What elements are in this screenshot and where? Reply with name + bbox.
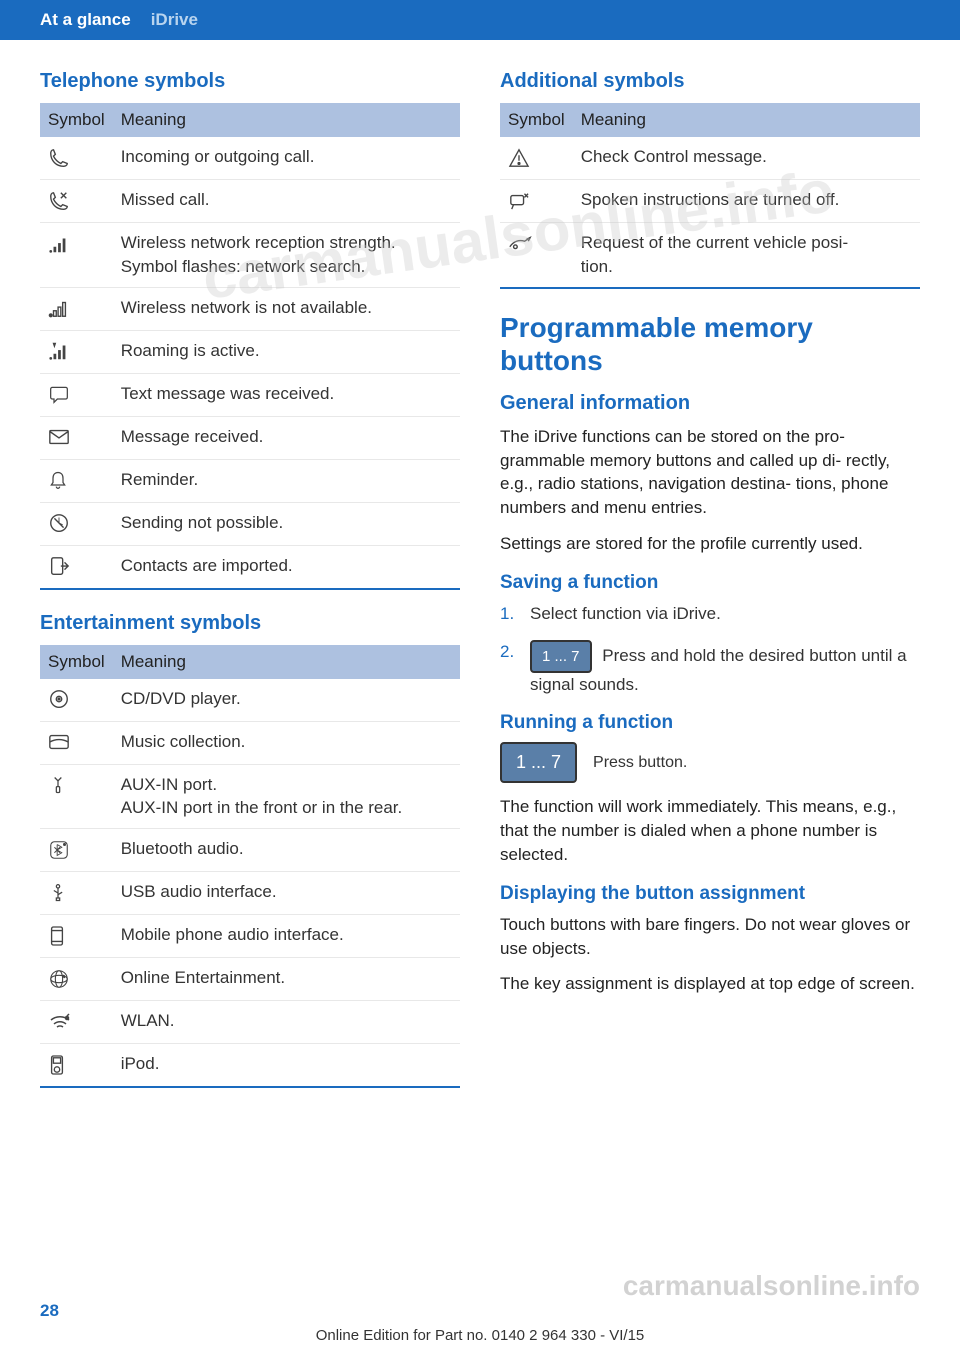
- table-cell: Reminder.: [113, 459, 460, 502]
- signal-off-icon: [48, 297, 70, 319]
- table-cell: AUX-IN port. AUX-IN port in the front or…: [113, 764, 460, 829]
- entertainment-table: Symbol Meaning CD/DVD player. Music coll…: [40, 645, 460, 1089]
- header-sub: iDrive: [151, 10, 198, 30]
- step-text: Select function via iDrive.: [530, 602, 721, 626]
- telephone-title: Telephone symbols: [40, 70, 460, 93]
- page-header: At a glance iDrive: [0, 0, 960, 40]
- table-cell: WLAN.: [113, 1001, 460, 1044]
- table-header-symbol: Symbol: [40, 103, 113, 137]
- table-cell: Request of the current vehicle posi‐ tio…: [573, 223, 920, 288]
- table-header-meaning: Meaning: [573, 103, 920, 137]
- table-cell: Bluetooth audio.: [113, 829, 460, 872]
- roaming-icon: [48, 340, 70, 362]
- mail-icon: [48, 428, 70, 446]
- aux-icon: [48, 774, 68, 796]
- table-cell: Roaming is active.: [113, 330, 460, 373]
- table-cell: iPod.: [113, 1044, 460, 1088]
- content-area: Telephone symbols Symbol Meaning Incomin…: [0, 40, 960, 1130]
- table-header-symbol: Symbol: [500, 103, 573, 137]
- send-fail-icon: [48, 512, 70, 534]
- table-cell: Music collection.: [113, 721, 460, 764]
- page-footer: 28 Online Edition for Part no. 0140 2 96…: [0, 1291, 960, 1362]
- speech-off-icon: [508, 191, 530, 211]
- table-cell: Incoming or outgoing call.: [113, 137, 460, 180]
- disc-icon: [48, 688, 70, 710]
- missed-call-icon: [48, 190, 70, 212]
- table-cell: USB audio interface.: [113, 872, 460, 915]
- table-cell: Missed call.: [113, 180, 460, 223]
- general-info-title: General information: [500, 392, 920, 415]
- usb-icon: [48, 882, 68, 904]
- memory-buttons-icon: 1 ... 7: [500, 742, 577, 783]
- warning-icon: [508, 148, 530, 168]
- list-item: 2. 1 ... 7 Press and hold the desired bu…: [500, 640, 920, 697]
- position-icon: [508, 235, 532, 253]
- table-cell: Wireless network reception strength. Sym…: [113, 223, 460, 288]
- mobile-audio-icon: [48, 925, 66, 947]
- running-row: 1 ... 7 Press button.: [500, 742, 920, 783]
- left-column: Telephone symbols Symbol Meaning Incomin…: [40, 70, 460, 1110]
- table-cell: Spoken instructions are turned off.: [573, 180, 920, 223]
- entertainment-title: Entertainment symbols: [40, 612, 460, 635]
- displaying-title: Displaying the button assignment: [500, 883, 920, 905]
- saving-steps: 1. Select function via iDrive. 2. 1 ... …: [500, 602, 920, 697]
- table-cell: Wireless network is not available.: [113, 287, 460, 330]
- bluetooth-icon: [48, 839, 70, 861]
- sms-icon: [48, 384, 70, 404]
- bell-icon: [48, 469, 68, 491]
- table-cell: Text message was received.: [113, 373, 460, 416]
- online-ent-icon: [48, 968, 70, 990]
- table-header-symbol: Symbol: [40, 645, 113, 679]
- step-num: 2.: [500, 640, 520, 664]
- table-cell: CD/DVD player.: [113, 679, 460, 722]
- list-item: 1. Select function via iDrive.: [500, 602, 920, 626]
- table-cell: Contacts are imported.: [113, 545, 460, 589]
- step-content: 1 ... 7 Press and hold the desired butto…: [530, 640, 920, 697]
- additional-table: Symbol Meaning Check Control message. Sp…: [500, 103, 920, 289]
- signal-icon: [48, 233, 70, 255]
- music-collection-icon: [48, 732, 70, 752]
- displaying-p2: The key assignment is displayed at top e…: [500, 972, 920, 996]
- table-cell: Mobile phone audio interface.: [113, 915, 460, 958]
- table-cell: Sending not possible.: [113, 502, 460, 545]
- import-icon: [48, 555, 70, 577]
- phone-icon: [48, 147, 70, 169]
- memory-title: Programmable memory buttons: [500, 311, 920, 378]
- table-header-meaning: Meaning: [113, 103, 460, 137]
- displaying-p1: Touch buttons with bare fingers. Do not …: [500, 913, 920, 961]
- memory-buttons-icon: 1 ... 7: [530, 640, 592, 673]
- wlan-icon: [48, 1012, 72, 1032]
- saving-title: Saving a function: [500, 572, 920, 594]
- table-cell: Online Entertainment.: [113, 958, 460, 1001]
- page-number: 28: [40, 1301, 920, 1321]
- table-header-meaning: Meaning: [113, 645, 460, 679]
- running-text: Press button.: [593, 754, 687, 772]
- table-cell: Message received.: [113, 416, 460, 459]
- right-column: Additional symbols Symbol Meaning Check …: [500, 70, 920, 1110]
- table-cell: Check Control message.: [573, 137, 920, 180]
- step-num: 1.: [500, 602, 520, 626]
- running-title: Running a function: [500, 712, 920, 734]
- edition-text: Online Edition for Part no. 0140 2 964 3…: [40, 1327, 920, 1344]
- running-p1: The function will work immediately. This…: [500, 795, 920, 866]
- telephone-table: Symbol Meaning Incoming or outgoing call…: [40, 103, 460, 590]
- general-p1: The iDrive functions can be stored on th…: [500, 425, 920, 520]
- general-p2: Settings are stored for the profile curr…: [500, 532, 920, 556]
- ipod-icon: [48, 1054, 66, 1076]
- additional-title: Additional symbols: [500, 70, 920, 93]
- header-section: At a glance: [40, 10, 131, 30]
